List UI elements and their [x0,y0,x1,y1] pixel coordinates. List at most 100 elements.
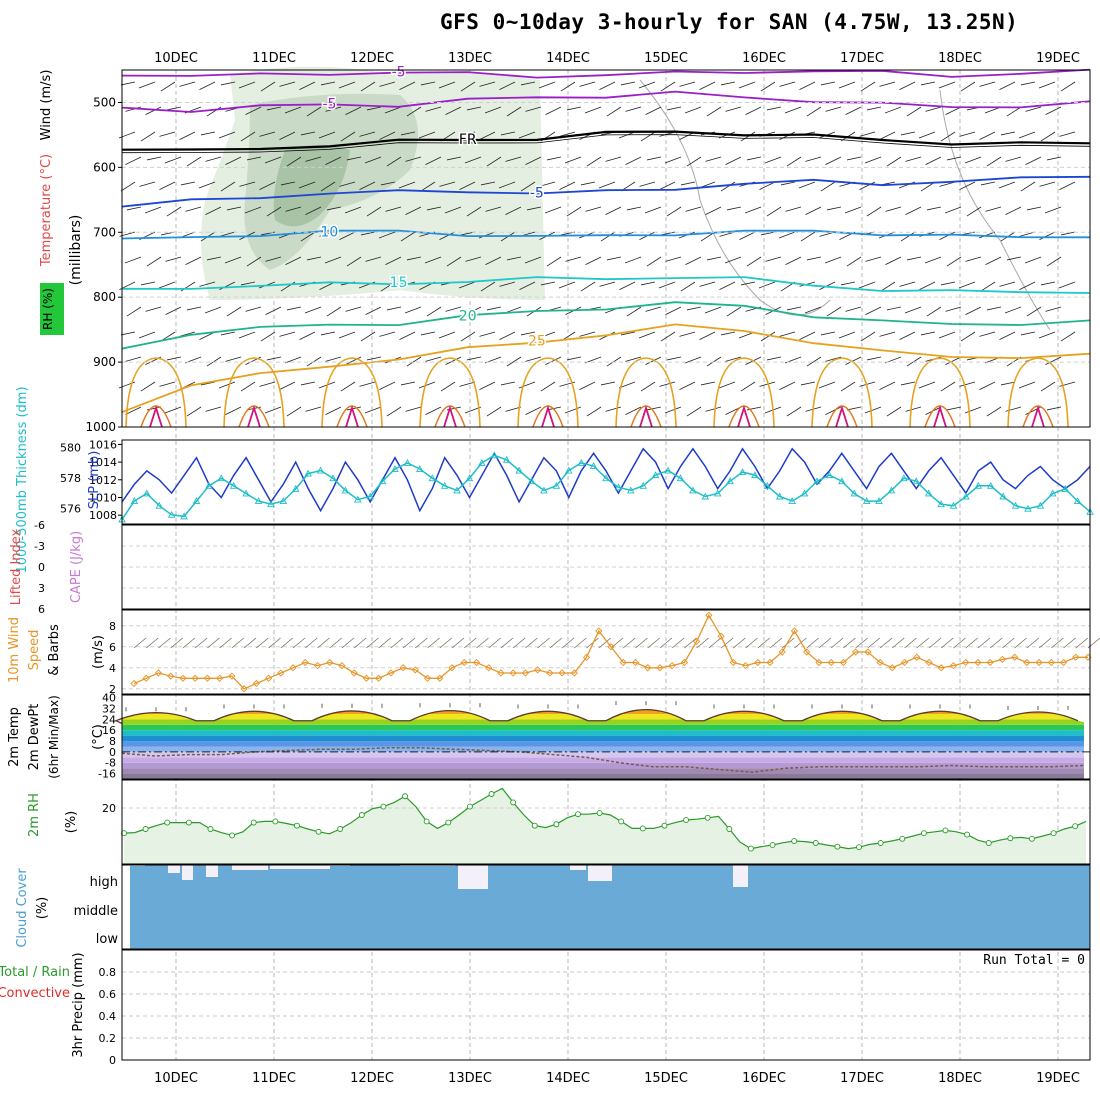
wind-barb [386,306,402,311]
rh-point [164,819,171,826]
temp-frame [121,694,1091,780]
wind-barb [904,306,922,314]
wind-barb [220,331,236,336]
temp-contour [121,276,1091,294]
wind-frame [121,609,1091,695]
wind-speed-point [900,658,909,667]
wind-speed-line [133,613,1088,690]
wind-barb [1060,81,1076,92]
wind-barb [458,281,476,289]
wind-barb [781,637,795,649]
wind-barb [866,106,882,111]
wind-barb [206,106,222,117]
panel-frames [121,69,1091,1061]
wind-barb [345,306,362,312]
wind-barb [945,306,962,312]
wind-barb [338,81,356,89]
thickness-point [763,481,772,489]
wind-barb [125,406,142,415]
temp-contour [121,68,1091,79]
wind-barb [466,356,482,361]
wind-barb [859,181,876,190]
wind-speed-point [1035,658,1043,667]
rh-point [920,830,927,837]
wind-barb [840,381,856,392]
wind-barb [260,331,276,342]
wind-barb [225,156,242,165]
wind-barb [916,637,930,649]
wind-barb [512,637,526,649]
wind-tick-label: 2 [109,683,116,696]
wind-barb [786,406,802,417]
wind-barb [879,637,893,649]
wind-barb [1040,131,1056,142]
wind-barb [300,131,316,136]
wind-barb [486,406,502,417]
rh-area [124,788,1086,864]
wind-barb [268,637,281,649]
wind-barb [226,206,242,211]
temp-band [122,762,1084,769]
wind-barb [499,281,516,287]
wind-barb [664,156,682,164]
wind-barb [549,637,563,649]
wind-barb [720,637,734,649]
wind-barb [686,306,702,311]
wind-barb [1051,637,1064,649]
cloud-gap [232,865,268,870]
slp-thickness-panel: 580 578 576 1016 1014 1012 1010 1008 [60,438,1094,523]
wind-barb [846,256,862,267]
wind-barb [420,331,436,336]
wind-barb [846,156,862,161]
wind-barb [1063,637,1076,649]
wind-barb [840,281,856,286]
wind-barb [451,637,465,649]
wind-barb [498,181,516,189]
wind-barb [306,356,322,367]
date-label-top: 10DEC [154,51,198,66]
wind-barb [459,181,476,190]
thickness-axis-label: 1000-500mb Thickness (dm) [15,386,30,573]
wind-barb [561,637,575,649]
wind-barb [825,106,842,112]
wind-barb [740,131,756,142]
wind-barb [199,281,216,287]
wind-barb [400,381,416,386]
wind-barb [960,81,976,92]
wind-barb [304,637,318,649]
diurnal-25-contour [1007,357,1069,428]
wind-barb [964,406,982,414]
wind-barb [965,306,982,315]
precip-panel: 0.8 0.6 0.4 0.2 0 Run Total = 0 [99,953,1090,1067]
wind-barb [843,637,856,649]
wind-barb [186,306,202,311]
date-label-top: 11DEC [252,51,296,66]
wind-barb [539,181,556,187]
wind-barb [486,156,502,167]
wind-barb [945,356,962,365]
temp-contour [121,229,1091,240]
wind-barb [720,181,736,192]
wind-barb [265,256,282,262]
slp-tick-label: 1008 [89,509,117,522]
wind-barb [466,206,482,217]
wind-barb [564,156,582,164]
wind-barb [794,637,807,649]
wind-barb [360,231,376,236]
wind-barb [759,181,776,190]
wind-barb [999,331,1016,340]
wind-speed-point [705,611,713,619]
wind-barb [706,106,722,117]
cape-frame [121,524,1091,610]
wind-barb [704,306,722,314]
wind-barb [659,181,676,190]
wind-speed-point [485,664,493,672]
thickness-point [515,466,523,474]
wind-speed-point [692,637,701,646]
rh-axis-label: RH (%) [41,288,55,330]
temperature-axis-label: Temperature (°C) [39,154,54,267]
wind-barb [598,181,616,189]
wind-barb [1060,231,1076,236]
wind-barb [120,331,136,336]
rh-point [942,827,949,834]
